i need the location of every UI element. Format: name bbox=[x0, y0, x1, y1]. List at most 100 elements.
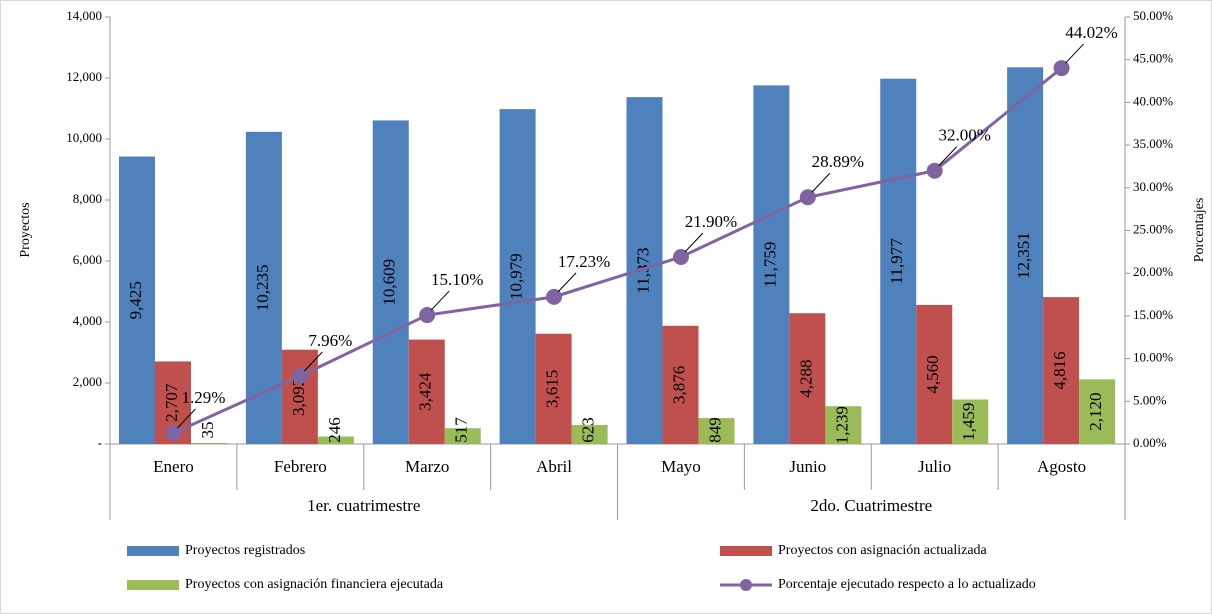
bar bbox=[317, 436, 354, 444]
legend-label: Proyectos con asignación financiera ejec… bbox=[185, 577, 444, 592]
line-marker bbox=[292, 368, 309, 385]
legend-label: Porcentaje ejecutado respecto a lo actua… bbox=[778, 577, 1036, 592]
line-value-label: 21.90% bbox=[685, 212, 737, 231]
bar bbox=[662, 325, 699, 444]
y-tick-label: 6,000 bbox=[73, 252, 102, 267]
line-value-label: 1.29% bbox=[181, 388, 225, 407]
bar bbox=[499, 109, 536, 444]
bar bbox=[191, 442, 227, 444]
y2-tick-label: 40.00% bbox=[1133, 93, 1173, 108]
bar-value-label: 9,425 bbox=[126, 281, 145, 319]
bar-value-label: 10,609 bbox=[380, 259, 399, 306]
bar-value-label: 11,977 bbox=[887, 238, 906, 285]
line-value-label: 7.96% bbox=[308, 331, 352, 350]
bar-value-label: 2,120 bbox=[1086, 393, 1105, 431]
bar-value-label: 10,235 bbox=[253, 265, 272, 312]
line-value-label: 32.00% bbox=[938, 126, 990, 145]
bar bbox=[1007, 67, 1044, 445]
bar-value-label: 4,288 bbox=[796, 359, 815, 397]
y-tick-label: 10,000 bbox=[66, 130, 102, 145]
bar-value-label: 11,759 bbox=[760, 242, 779, 288]
legend-marker bbox=[740, 579, 752, 591]
bar-value-label: 3,424 bbox=[416, 372, 435, 411]
x-tick-label: Febrero bbox=[274, 457, 327, 476]
bar bbox=[408, 339, 445, 444]
leader-line bbox=[303, 351, 323, 372]
bar-value-label: 10,979 bbox=[507, 253, 526, 300]
line-marker bbox=[1053, 60, 1070, 77]
line-value-label: 28.89% bbox=[812, 152, 864, 171]
bar bbox=[753, 85, 790, 445]
leader-line bbox=[1065, 43, 1084, 64]
bar bbox=[535, 333, 572, 444]
line-value-label: 44.02% bbox=[1065, 23, 1117, 42]
y-tick-label: 12,000 bbox=[66, 69, 102, 84]
bar bbox=[916, 304, 953, 444]
y2-tick-label: 45.00% bbox=[1133, 51, 1173, 66]
bar-value-label: 35 bbox=[198, 422, 217, 439]
group-label: 2do. Cuatrimestre bbox=[810, 496, 932, 515]
bar-value-label: 1,459 bbox=[959, 403, 978, 441]
line-marker bbox=[419, 307, 436, 324]
y-tick-label: 8,000 bbox=[73, 191, 102, 206]
bar bbox=[952, 399, 989, 444]
bar-value-label: 246 bbox=[325, 417, 344, 443]
line-marker bbox=[672, 248, 689, 265]
bar bbox=[825, 406, 862, 444]
legend-swatch bbox=[127, 546, 179, 556]
legend-swatch bbox=[127, 580, 179, 590]
leader-line bbox=[177, 408, 196, 429]
bar-value-label: 11,373 bbox=[633, 247, 652, 293]
y2-axis-title: Porcentajes bbox=[1192, 198, 1207, 263]
bar bbox=[372, 120, 409, 444]
y-tick-label: - bbox=[98, 435, 102, 450]
line-marker bbox=[165, 424, 182, 441]
bar bbox=[698, 418, 735, 444]
y2-tick-label: 50.00% bbox=[1133, 8, 1173, 23]
bar bbox=[626, 97, 663, 444]
bar bbox=[119, 156, 155, 444]
legend-swatch bbox=[720, 546, 772, 556]
y2-tick-label: 20.00% bbox=[1133, 264, 1173, 279]
bar-value-label: 12,351 bbox=[1014, 232, 1033, 279]
x-tick-label: Enero bbox=[153, 457, 194, 476]
y2-tick-label: 25.00% bbox=[1133, 221, 1173, 236]
line-marker bbox=[799, 189, 816, 206]
y2-tick-label: 0.00% bbox=[1133, 435, 1167, 450]
bar-value-label: 849 bbox=[705, 417, 724, 443]
bar-value-label: 1,239 bbox=[832, 406, 851, 444]
y-tick-label: 4,000 bbox=[73, 313, 102, 328]
bar-value-label: 3,092 bbox=[289, 378, 308, 416]
y2-tick-label: 35.00% bbox=[1133, 136, 1173, 151]
bar-value-label: 4,560 bbox=[923, 355, 942, 393]
y-tick-label: 2,000 bbox=[73, 374, 102, 389]
bar-value-label: 623 bbox=[579, 417, 598, 443]
bar-value-label: 3,615 bbox=[543, 370, 562, 408]
bar bbox=[571, 424, 608, 444]
y2-tick-label: 5.00% bbox=[1133, 392, 1167, 407]
bar bbox=[789, 313, 826, 444]
leader-line bbox=[430, 290, 450, 311]
line-value-label: 17.23% bbox=[558, 252, 610, 271]
leader-line bbox=[938, 146, 958, 167]
y2-tick-label: 30.00% bbox=[1133, 179, 1173, 194]
x-tick-label: Junio bbox=[789, 457, 826, 476]
x-tick-label: Marzo bbox=[405, 457, 449, 476]
legend-label: Proyectos con asignación actualizada bbox=[778, 543, 988, 558]
bar bbox=[880, 78, 917, 444]
leader-line bbox=[811, 172, 831, 193]
y-tick-label: 14,000 bbox=[66, 8, 102, 23]
bar-value-label: 3,876 bbox=[669, 366, 688, 404]
y2-tick-label: 15.00% bbox=[1133, 307, 1173, 322]
group-label: 1er. cuatrimestre bbox=[307, 496, 420, 515]
leader-line bbox=[557, 272, 577, 293]
x-tick-label: Mayo bbox=[661, 457, 701, 476]
bar bbox=[281, 349, 318, 444]
bar-value-label: 517 bbox=[452, 417, 471, 443]
x-tick-label: Abril bbox=[536, 457, 572, 476]
leader-line bbox=[684, 232, 704, 253]
line-marker bbox=[926, 162, 943, 179]
x-tick-label: Julio bbox=[918, 457, 951, 476]
legend-label: Proyectos registrados bbox=[185, 543, 305, 558]
